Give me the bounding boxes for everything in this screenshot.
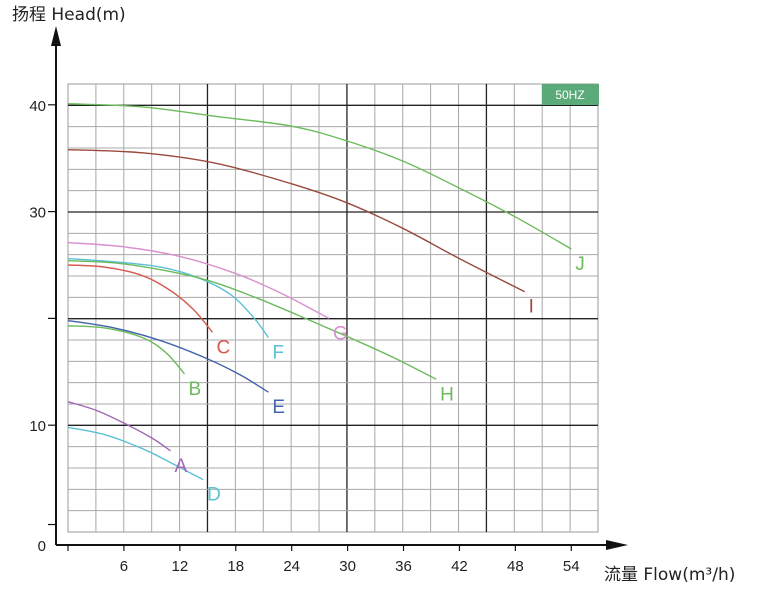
- curve-label-d: D: [207, 485, 221, 506]
- curve-label-f: F: [272, 343, 284, 364]
- y-axis-arrow-icon: [51, 26, 61, 46]
- chart-grid: [67, 83, 599, 533]
- curve-g: [67, 241, 330, 320]
- x-tick-label: 6: [120, 558, 128, 575]
- curve-d: [67, 426, 204, 481]
- plot-frame: [67, 83, 599, 533]
- y-tick-label: 40: [29, 98, 46, 115]
- curve-i: [67, 148, 525, 293]
- curve-label-b: B: [189, 379, 202, 400]
- curve-c: [67, 264, 213, 333]
- curve-label-a: A: [175, 456, 188, 477]
- curve-b: [67, 325, 186, 375]
- x-axis-arrow-icon: [606, 540, 628, 550]
- curve-label-i: I: [529, 297, 534, 318]
- x-tick-group: 6 12 18 24 30 36 42 48 54: [67, 545, 580, 575]
- y-axis-title: 扬程 Head(m): [12, 5, 126, 25]
- curve-a: [67, 401, 171, 452]
- curve-e: [67, 319, 269, 393]
- x-tick-label: 48: [507, 558, 524, 575]
- curve-label-g: G: [333, 323, 348, 344]
- chart-axes: [51, 26, 628, 550]
- curve-label-e: E: [272, 397, 285, 418]
- curve-label-j: J: [575, 254, 585, 275]
- curve-label-h: H: [440, 384, 454, 405]
- y-tick-label: 10: [29, 418, 46, 435]
- frequency-badge-label: 50HZ: [555, 88, 584, 102]
- x-tick-label: 36: [395, 558, 412, 575]
- curve-group: [67, 103, 572, 481]
- curve-label-group: A BC D E F G H I J: [175, 254, 585, 506]
- y-tick-label: 30: [29, 205, 46, 222]
- curve-h: [67, 260, 437, 380]
- curve-label-c: C: [216, 337, 230, 358]
- curve-j: [67, 103, 572, 250]
- x-axis-title: 流量 Flow(m³/h): [604, 565, 735, 585]
- x-tick-label: 42: [451, 558, 468, 575]
- frequency-badge: [542, 84, 599, 105]
- x-tick-label: 12: [171, 558, 188, 575]
- x-tick-label: 24: [283, 558, 300, 575]
- y-tick-label: 0: [38, 538, 46, 555]
- x-tick-label: 54: [563, 558, 580, 575]
- x-tick-label: 18: [227, 558, 244, 575]
- x-tick-label: 30: [339, 558, 356, 575]
- y-tick-group: 0 10 30 40: [29, 98, 56, 555]
